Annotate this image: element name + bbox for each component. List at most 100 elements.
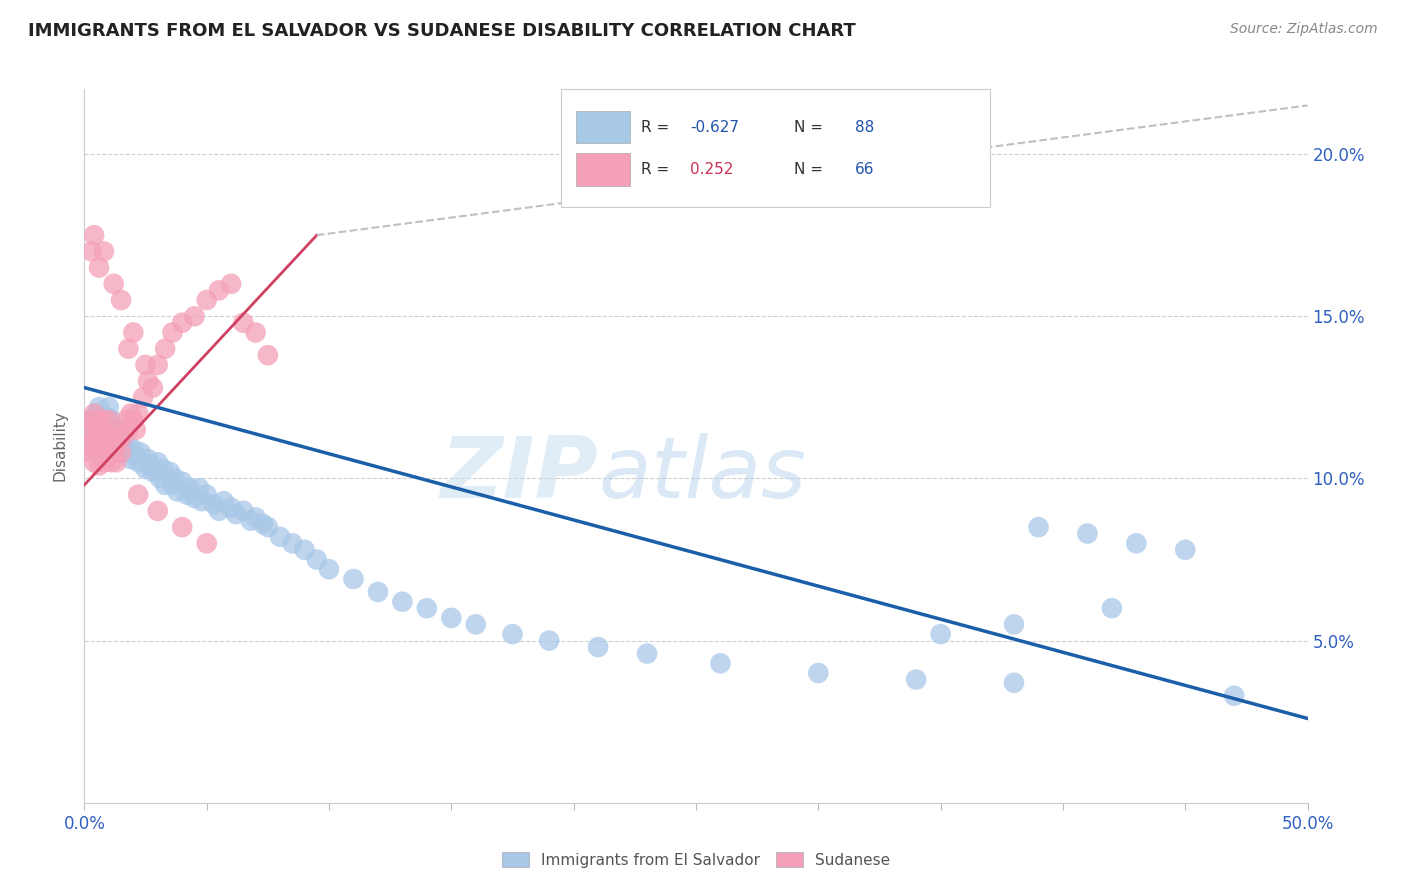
Point (281, 536, 304, 550)
Point (83, 455, 105, 469)
Point (257, 348, 280, 362)
Point (110, 293, 132, 307)
Point (202, 497, 225, 511)
Point (97, 413, 120, 427)
Point (245, 326, 267, 340)
Point (162, 478, 184, 492)
Point (100, 455, 122, 469)
Text: 66: 66 (855, 162, 875, 178)
Point (1125, 536, 1147, 550)
Point (122, 413, 145, 427)
Point (93, 413, 115, 427)
Point (90, 439, 112, 453)
Point (807, 666, 830, 681)
Point (208, 283, 231, 297)
Point (219, 500, 242, 515)
Point (112, 433, 135, 447)
Point (239, 514, 262, 528)
Point (96, 409, 118, 424)
Point (77, 439, 100, 453)
Point (225, 507, 247, 521)
Point (232, 504, 254, 518)
Text: R =: R = (641, 120, 673, 135)
Point (538, 633, 561, 648)
FancyBboxPatch shape (576, 153, 630, 186)
Point (93, 433, 115, 447)
Point (105, 455, 128, 469)
Point (142, 381, 165, 395)
Point (179, 481, 201, 495)
Point (125, 423, 148, 437)
Point (107, 423, 129, 437)
Point (318, 562, 340, 576)
Point (232, 316, 254, 330)
Point (110, 445, 132, 459)
Point (294, 542, 316, 557)
Point (120, 452, 142, 467)
Point (257, 520, 280, 534)
Point (112, 429, 135, 443)
Point (90, 413, 112, 427)
Point (100, 413, 122, 427)
Point (208, 504, 231, 518)
Point (105, 429, 128, 443)
Point (176, 488, 198, 502)
Point (93, 244, 115, 259)
Point (1101, 601, 1123, 615)
Point (117, 423, 139, 437)
Text: N =: N = (794, 162, 828, 178)
Point (86, 445, 108, 459)
Point (87, 439, 110, 453)
Point (153, 342, 176, 356)
Point (416, 601, 439, 615)
Point (127, 455, 149, 469)
Point (391, 595, 413, 609)
Point (110, 439, 132, 453)
Point (305, 552, 328, 566)
Point (367, 585, 389, 599)
Point (103, 439, 125, 453)
Point (103, 423, 125, 437)
Point (97, 429, 120, 443)
Point (117, 439, 139, 453)
Point (96, 445, 118, 459)
Point (103, 277, 125, 291)
Point (97, 449, 120, 463)
FancyBboxPatch shape (561, 89, 990, 207)
Point (163, 471, 186, 485)
Point (135, 461, 157, 475)
Point (129, 445, 152, 459)
Point (80, 413, 103, 427)
Point (135, 358, 157, 372)
Point (105, 445, 128, 459)
Point (115, 413, 138, 427)
Point (183, 310, 205, 324)
Point (172, 316, 194, 330)
Point (440, 611, 463, 625)
Point (86, 423, 108, 437)
Point (96, 433, 118, 447)
Text: Source: ZipAtlas.com: Source: ZipAtlas.com (1230, 22, 1378, 37)
Point (136, 374, 159, 388)
Point (93, 423, 115, 437)
Point (97, 400, 120, 414)
Point (86, 419, 108, 434)
Point (100, 439, 122, 453)
Point (83, 433, 105, 447)
Text: R =: R = (641, 162, 673, 178)
Point (93, 455, 115, 469)
Point (117, 342, 139, 356)
Point (149, 471, 172, 485)
Point (80, 413, 103, 427)
Point (125, 449, 148, 463)
Point (127, 488, 149, 502)
Point (87, 458, 110, 473)
Point (166, 484, 188, 499)
Text: IMMIGRANTS FROM EL SALVADOR VS SUDANESE DISABILITY CORRELATION CHART: IMMIGRANTS FROM EL SALVADOR VS SUDANESE … (28, 22, 856, 40)
Point (252, 516, 274, 531)
Point (219, 277, 242, 291)
Point (122, 326, 145, 340)
Point (136, 452, 159, 467)
Point (97, 423, 120, 437)
Point (83, 407, 105, 421)
